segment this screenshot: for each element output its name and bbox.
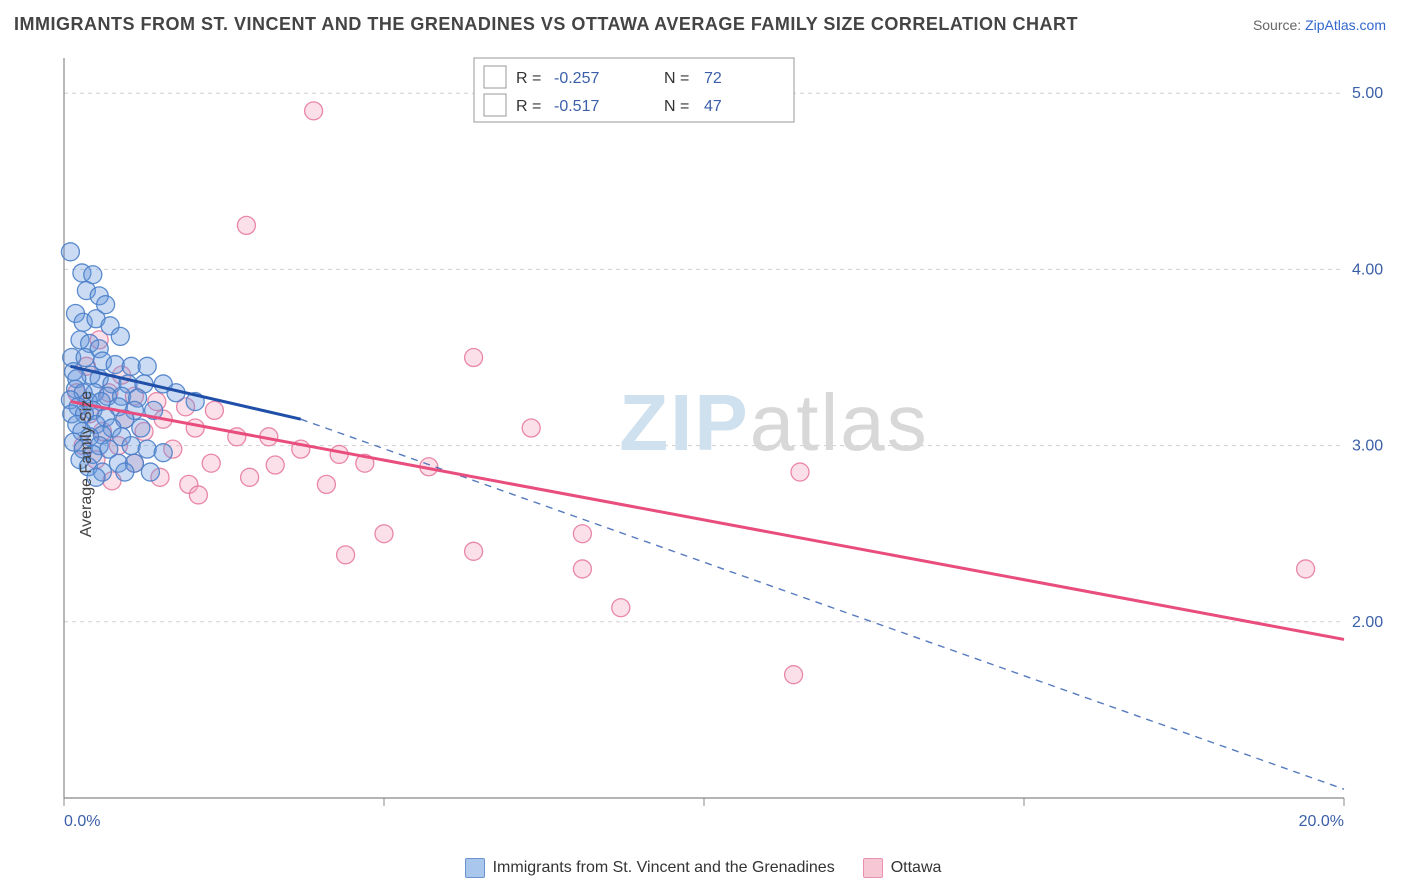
chart-container: Average Family Size ZIPatlas 2.00 3.00 4.0… (14, 50, 1392, 878)
scatter-chart: ZIPatlas 2.00 3.00 4.00 5.00 0.0% 20.0% R =-… (14, 50, 1392, 850)
svg-text:-0.257: -0.257 (554, 70, 599, 87)
legend-item-ottawa: Ottawa (863, 858, 942, 878)
y-axis-label: Average Family Size (78, 391, 96, 537)
x-tick-labels: 0.0% 20.0% (64, 813, 1344, 830)
grid-lines (64, 93, 1344, 806)
svg-text:4.00: 4.00 (1352, 261, 1383, 278)
svg-text:20.0%: 20.0% (1299, 813, 1344, 830)
correlation-stats-box: R = -0.257 N = 72 R = -0.517 N = 47 (474, 58, 794, 122)
header: IMMIGRANTS FROM ST. VINCENT AND THE GREN… (0, 0, 1406, 45)
legend-swatch-ottawa (863, 858, 883, 878)
trend-lines (70, 366, 1344, 789)
watermark-atlas: atlas (750, 378, 929, 467)
svg-text:72: 72 (704, 70, 722, 87)
legend-item-immigrants: Immigrants from St. Vincent and the Gren… (465, 858, 835, 878)
chart-title: IMMIGRANTS FROM ST. VINCENT AND THE GREN… (14, 14, 1078, 35)
source-prefix: Source: (1253, 17, 1305, 33)
watermark: ZIPatlas (619, 378, 928, 467)
source-link[interactable]: ZipAtlas.com (1305, 17, 1386, 33)
legend-label-immigrants: Immigrants from St. Vincent and the Gren… (493, 859, 835, 877)
svg-text:N =: N = (664, 70, 689, 87)
source-attribution: Source: ZipAtlas.com (1253, 17, 1386, 33)
svg-text:47: 47 (704, 98, 722, 115)
svg-text:R =: R = (516, 70, 541, 87)
svg-text:N =: N = (664, 98, 689, 115)
watermark-zip: ZIP (619, 378, 749, 467)
legend-swatch-immigrants (465, 858, 485, 878)
series-ottawa-points (68, 102, 1315, 684)
svg-text:0.0%: 0.0% (64, 813, 100, 830)
svg-text:3.00: 3.00 (1352, 438, 1383, 455)
svg-text:-0.517: -0.517 (554, 98, 599, 115)
legend-label-ottawa: Ottawa (891, 859, 942, 877)
svg-text:5.00: 5.00 (1352, 85, 1383, 102)
svg-text:2.00: 2.00 (1352, 614, 1383, 631)
axes (64, 58, 1344, 798)
svg-text:R =: R = (516, 98, 541, 115)
y-tick-labels: 2.00 3.00 4.00 5.00 (1352, 85, 1383, 631)
legend-bottom: Immigrants from St. Vincent and the Gren… (14, 858, 1392, 878)
